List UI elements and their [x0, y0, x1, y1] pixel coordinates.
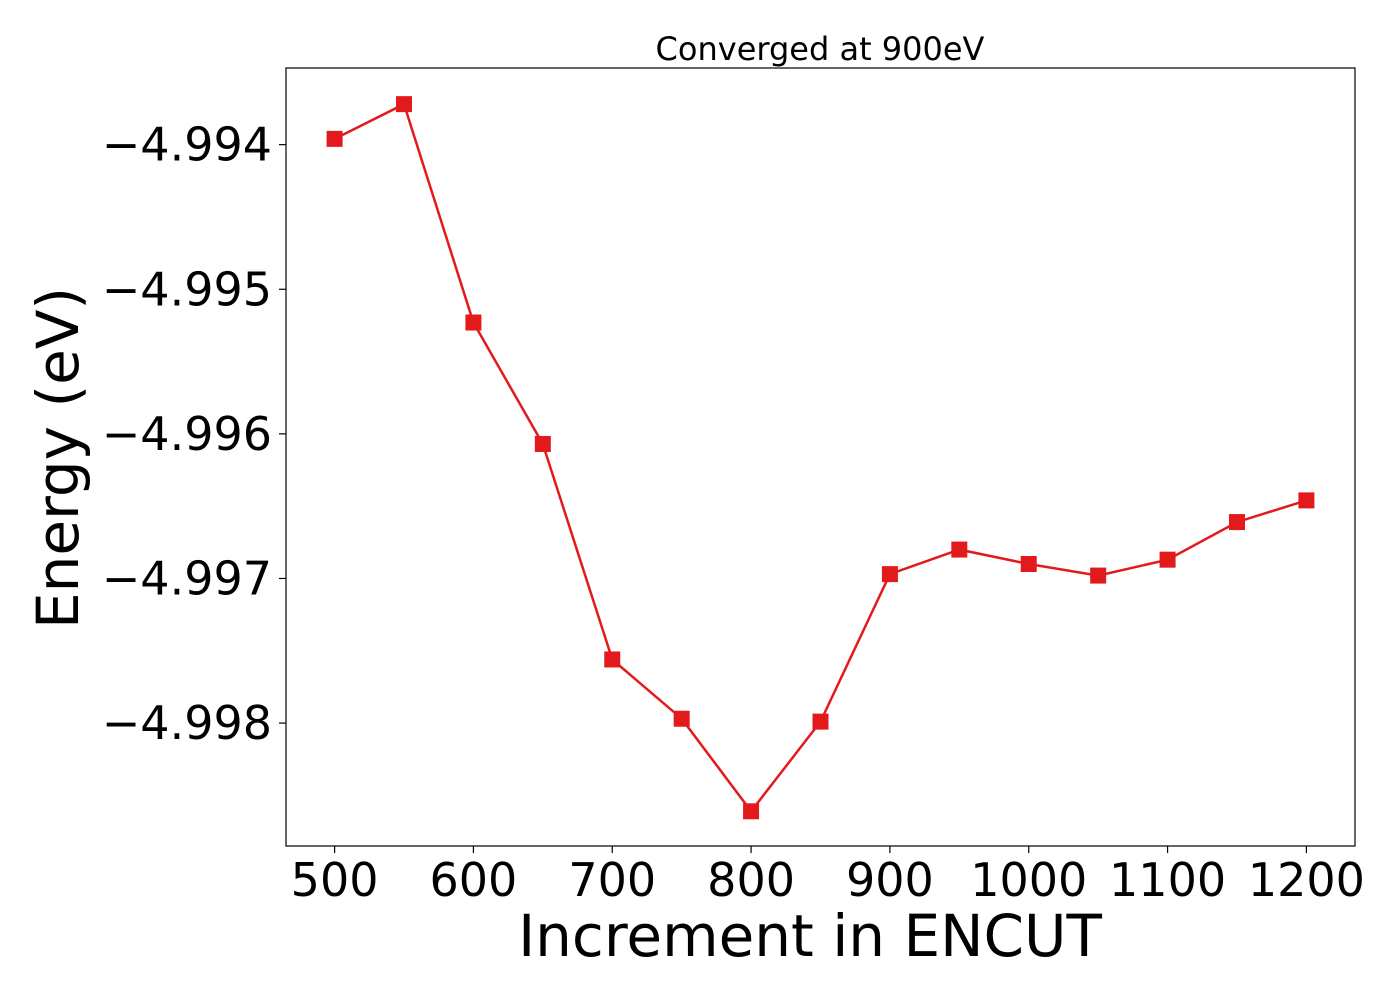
- x-tick-label: 800: [707, 853, 795, 907]
- x-tick-label: 600: [430, 853, 518, 907]
- data-point: [1159, 551, 1176, 568]
- y-axis-label: Energy (eV): [24, 287, 92, 629]
- x-tick-label: 1100: [1109, 853, 1226, 907]
- data-point: [326, 130, 343, 147]
- data-point: [604, 651, 621, 668]
- y-tick-label: −4.997: [102, 551, 272, 605]
- y-tick-label: −4.996: [102, 407, 272, 461]
- x-tick-label: 500: [291, 853, 379, 907]
- data-point: [743, 803, 760, 820]
- data-point: [673, 710, 690, 727]
- plot-area: [285, 67, 1356, 847]
- x-axis: 500 600 700 800 900 1000 1100 1200: [291, 846, 1365, 907]
- data-point: [881, 566, 898, 583]
- y-axis: −4.998 −4.997 −4.996 −4.995 −4.994: [102, 118, 286, 750]
- data-point: [1090, 567, 1107, 584]
- data-point: [812, 713, 829, 730]
- x-tick-label: 1000: [970, 853, 1087, 907]
- x-tick-label: 700: [568, 853, 656, 907]
- y-tick-label: −4.995: [102, 262, 272, 316]
- data-point: [465, 314, 482, 331]
- x-tick-label: 1200: [1248, 853, 1365, 907]
- data-point: [534, 435, 551, 452]
- data-point: [1228, 514, 1245, 531]
- y-tick-label: −4.998: [102, 696, 272, 750]
- x-axis-label: Increment in ENCUT: [518, 902, 1102, 970]
- data-point: [1020, 556, 1037, 573]
- data-point: [951, 541, 968, 558]
- series-layer: [326, 96, 1315, 820]
- series-line: [334, 102, 1307, 814]
- data-point: [1298, 492, 1315, 509]
- data-point: [396, 96, 413, 113]
- x-tick-label: 900: [846, 853, 934, 907]
- y-tick-label: −4.994: [102, 118, 272, 172]
- chart-title: Converged at 900eV: [656, 30, 985, 68]
